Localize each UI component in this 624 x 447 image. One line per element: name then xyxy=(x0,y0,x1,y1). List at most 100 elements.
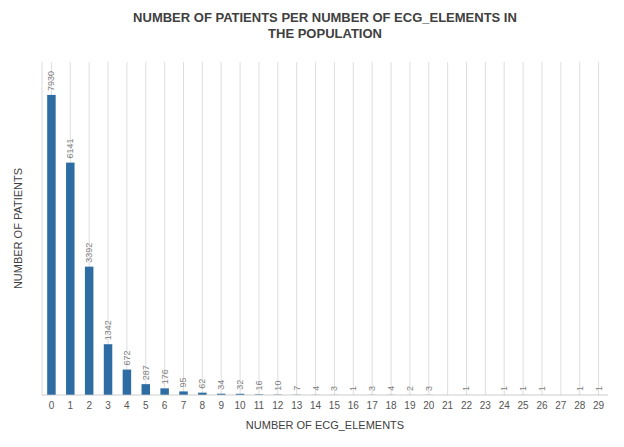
grid-line xyxy=(240,62,241,395)
data-label: 7 xyxy=(292,386,302,391)
title-line: NUMBER OF PATIENTS PER NUMBER OF ECG_ELE… xyxy=(133,10,517,25)
bar xyxy=(142,384,150,395)
data-label: 7930 xyxy=(46,71,56,91)
x-tick-label: 6 xyxy=(162,400,168,411)
data-label: 1 xyxy=(518,386,528,391)
x-tick-label: 22 xyxy=(461,400,473,411)
x-tick-label: 0 xyxy=(49,400,55,411)
grid-line xyxy=(258,62,259,395)
x-tick-label: 29 xyxy=(593,400,605,411)
bar xyxy=(160,388,168,395)
data-label: 1 xyxy=(537,386,547,391)
x-tick-label: 21 xyxy=(442,400,454,411)
x-tick-label: 16 xyxy=(348,400,360,411)
data-label: 95 xyxy=(179,377,189,387)
x-tick-label: 2 xyxy=(86,400,92,411)
x-tick-label: 19 xyxy=(404,400,416,411)
chart: NUMBER OF PATIENTS PER NUMBER OF ECG_ELE… xyxy=(0,0,624,447)
chart-container: NUMBER OF PATIENTS PER NUMBER OF ECG_ELE… xyxy=(0,0,624,447)
grid-line xyxy=(523,62,524,395)
x-tick-label: 13 xyxy=(291,400,303,411)
x-tick-label: 3 xyxy=(105,400,111,411)
data-label: 34 xyxy=(216,380,226,390)
data-label: 3 xyxy=(329,386,339,391)
data-label: 62 xyxy=(197,379,207,389)
x-tick-label: 24 xyxy=(499,400,511,411)
data-label: 3 xyxy=(424,386,434,391)
x-tick-label: 27 xyxy=(555,400,567,411)
grid-line xyxy=(485,62,486,395)
grid-line xyxy=(164,62,165,395)
data-label: 1 xyxy=(594,386,604,391)
data-label: 10 xyxy=(273,381,283,391)
bar xyxy=(104,344,112,395)
bar xyxy=(85,267,93,395)
data-label: 16 xyxy=(254,380,264,390)
data-label: 1342 xyxy=(103,320,113,340)
data-label: 4 xyxy=(311,386,321,391)
x-tick-label: 1 xyxy=(68,400,74,411)
grid-line xyxy=(296,62,297,395)
grid-line xyxy=(202,62,203,395)
title: NUMBER OF PATIENTS PER NUMBER OF ECG_ELE… xyxy=(133,10,517,41)
grid-line xyxy=(145,62,146,395)
bar xyxy=(47,95,55,395)
grid-line xyxy=(334,62,335,395)
grid-line xyxy=(126,62,127,395)
grid xyxy=(51,62,598,395)
grid-line xyxy=(598,62,599,395)
x-tick-label: 15 xyxy=(329,400,341,411)
grid-line xyxy=(428,62,429,395)
grid-line xyxy=(466,62,467,395)
x-axis-label: NUMBER OF ECG_ELEMENTS xyxy=(246,419,404,431)
x-tick-label: 28 xyxy=(574,400,586,411)
y-axis-label: NUMBER OF PATIENTS xyxy=(12,168,24,289)
bar xyxy=(66,163,74,395)
data-label: 32 xyxy=(235,380,245,390)
bar xyxy=(123,370,131,395)
x-tick-label: 26 xyxy=(536,400,548,411)
data-label: 1 xyxy=(575,386,585,391)
x-tick-label: 10 xyxy=(235,400,247,411)
grid-line xyxy=(315,62,316,395)
grid-line xyxy=(221,62,222,395)
bars xyxy=(47,95,603,395)
x-tick-label: 11 xyxy=(254,400,265,411)
grid-line xyxy=(560,62,561,395)
x-tick-label: 18 xyxy=(385,400,397,411)
grid-line xyxy=(579,62,580,395)
grid-line xyxy=(353,62,354,395)
x-tick-label: 14 xyxy=(310,400,322,411)
x-tick-label: 12 xyxy=(272,400,284,411)
bar xyxy=(179,391,187,395)
y-axis-line xyxy=(42,62,43,395)
grid-line xyxy=(447,62,448,395)
data-label: 3392 xyxy=(84,243,94,263)
data-label: 287 xyxy=(141,365,151,380)
data-label: 6141 xyxy=(65,139,75,159)
data-label: 4 xyxy=(386,386,396,391)
x-tick-label: 4 xyxy=(124,400,130,411)
data-label: 1 xyxy=(348,386,358,391)
x-tick-label: 17 xyxy=(367,400,379,411)
data-label: 1 xyxy=(462,386,472,391)
x-tick-label: 25 xyxy=(518,400,530,411)
baseline xyxy=(42,395,608,396)
x-tick-label: 20 xyxy=(423,400,435,411)
grid-line xyxy=(277,62,278,395)
x-tick-label: 23 xyxy=(480,400,492,411)
grid-line xyxy=(391,62,392,395)
x-ticks: 0123456789101112131415161718192021222324… xyxy=(49,400,605,411)
data-label: 176 xyxy=(160,369,170,384)
grid-line xyxy=(183,62,184,395)
x-tick-label: 8 xyxy=(200,400,206,411)
data-label: 672 xyxy=(122,351,132,366)
data-labels: 7930614133921342672287176956234321610743… xyxy=(46,71,603,391)
data-label: 3 xyxy=(367,386,377,391)
x-tick-label: 7 xyxy=(181,400,187,411)
x-tick-label: 5 xyxy=(143,400,149,411)
grid-line xyxy=(504,62,505,395)
grid-line xyxy=(409,62,410,395)
x-tick-label: 9 xyxy=(218,400,224,411)
data-label: 2 xyxy=(405,386,415,391)
